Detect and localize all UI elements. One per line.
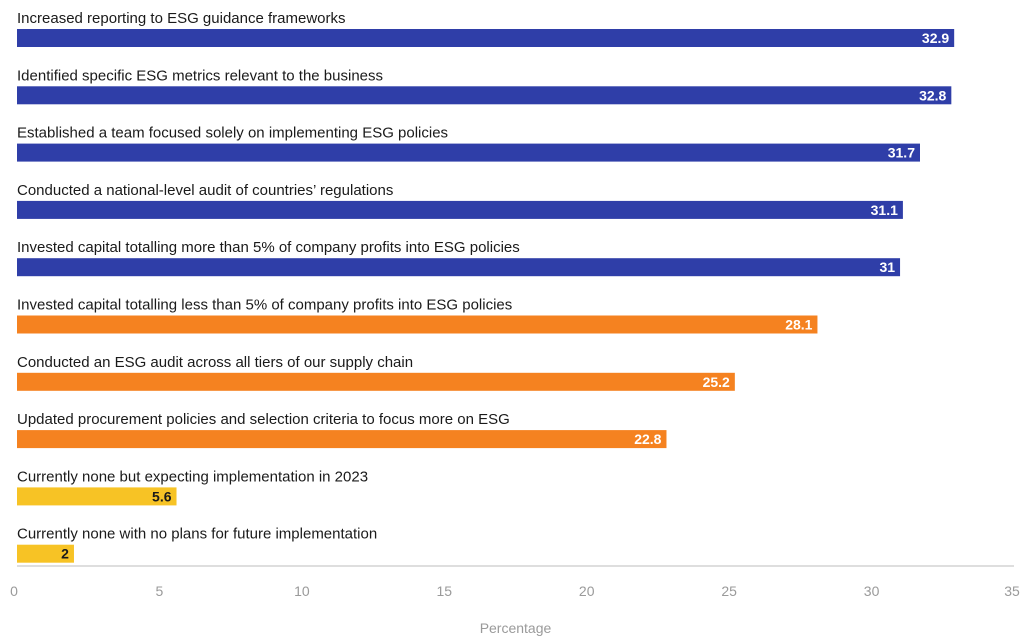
bar bbox=[17, 315, 818, 334]
bar bbox=[17, 86, 952, 105]
value-label: 25.2 bbox=[703, 374, 730, 390]
value-label: 22.8 bbox=[634, 431, 661, 447]
category-label: Identified specific ESG metrics relevant… bbox=[17, 67, 383, 84]
value-label: 31.7 bbox=[888, 145, 915, 161]
bar-row: Conducted a national-level audit of coun… bbox=[17, 182, 903, 219]
category-label: Currently none with no plans for future … bbox=[17, 526, 377, 543]
category-label: Updated procurement policies and selecti… bbox=[17, 411, 510, 428]
value-label: 32.8 bbox=[919, 87, 946, 103]
x-tick-label: 15 bbox=[436, 583, 452, 599]
x-axis-title: Percentage bbox=[480, 620, 552, 636]
category-label: Currently none but expecting implementat… bbox=[17, 468, 368, 485]
x-ticks-layer: 0 5 10 15 20 25 30 35 bbox=[10, 583, 1020, 599]
category-label: Conducted a national-level audit of coun… bbox=[17, 182, 393, 199]
bar bbox=[17, 487, 177, 506]
bar bbox=[17, 258, 901, 277]
bar-row: Currently none but expecting implementat… bbox=[17, 468, 368, 506]
value-label: 32.9 bbox=[922, 30, 949, 46]
x-tick-label: 0 bbox=[10, 583, 18, 599]
value-label: 2 bbox=[61, 546, 69, 562]
bar bbox=[17, 430, 667, 449]
value-label: 5.6 bbox=[152, 488, 172, 504]
category-label: Established a team focused solely on imp… bbox=[17, 125, 448, 142]
category-label: Increased reporting to ESG guidance fram… bbox=[17, 10, 346, 27]
value-label: 31 bbox=[879, 259, 895, 275]
bar-row: Currently none with no plans for future … bbox=[17, 526, 377, 563]
bar-row: Identified specific ESG metrics relevant… bbox=[17, 67, 952, 105]
category-label: Conducted an ESG audit across all tiers … bbox=[17, 354, 413, 371]
bar-row: Established a team focused solely on imp… bbox=[17, 125, 920, 162]
bar bbox=[17, 29, 955, 47]
bar bbox=[17, 200, 903, 219]
value-label: 31.1 bbox=[871, 202, 898, 218]
x-tick-label: 25 bbox=[721, 583, 737, 599]
bar-row: Invested capital totalling less than 5% … bbox=[17, 297, 818, 334]
bar-row: Invested capital totalling more than 5% … bbox=[17, 239, 901, 277]
bar-row: Conducted an ESG audit across all tiers … bbox=[17, 354, 735, 391]
x-tick-label: 10 bbox=[294, 583, 310, 599]
bar bbox=[17, 143, 920, 162]
x-tick-label: 5 bbox=[156, 583, 164, 599]
category-label: Invested capital totalling less than 5% … bbox=[17, 297, 512, 314]
bar bbox=[17, 372, 735, 391]
bars-layer: Increased reporting to ESG guidance fram… bbox=[17, 10, 955, 563]
bar-row: Increased reporting to ESG guidance fram… bbox=[17, 10, 955, 47]
x-tick-label: 20 bbox=[579, 583, 595, 599]
category-label: Invested capital totalling more than 5% … bbox=[17, 239, 520, 256]
x-tick-label: 30 bbox=[864, 583, 880, 599]
bar bbox=[17, 544, 74, 563]
value-label: 28.1 bbox=[785, 317, 812, 333]
bar-row: Updated procurement policies and selecti… bbox=[17, 411, 667, 449]
x-tick-label: 35 bbox=[1004, 583, 1020, 599]
